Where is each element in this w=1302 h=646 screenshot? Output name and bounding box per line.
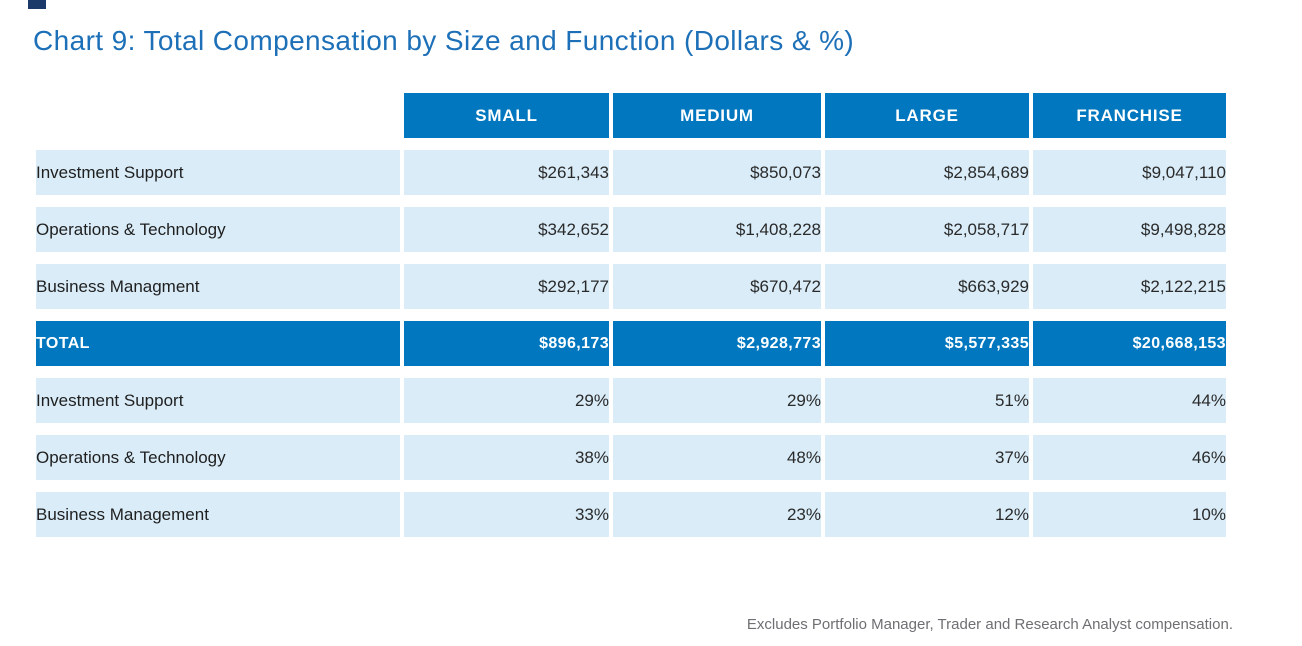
cell-value: 37% <box>825 435 1029 480</box>
table-row-dollars-business-management: Business Managment $292,177 $670,472 $66… <box>36 264 1226 309</box>
row-label: Business Management <box>36 492 400 537</box>
cell-value: $2,854,689 <box>825 150 1029 195</box>
cell-value: 29% <box>613 378 821 423</box>
cell-value: 29% <box>404 378 609 423</box>
row-label: Investment Support <box>36 150 400 195</box>
table-row-dollars-investment-support: Investment Support $261,343 $850,073 $2,… <box>36 150 1226 195</box>
cell-value: $663,929 <box>825 264 1029 309</box>
cell-value: $850,073 <box>613 150 821 195</box>
footnote-line-1: Excludes Portfolio Manager, Trader and R… <box>746 616 1233 633</box>
table-header-row: SMALL MEDIUM LARGE FRANCHISE <box>36 93 1226 138</box>
cell-value: $342,652 <box>404 207 609 252</box>
cell-value: $2,058,717 <box>825 207 1029 252</box>
row-label: Operations & Technology <box>36 207 400 252</box>
column-header-franchise: FRANCHISE <box>1033 93 1226 138</box>
column-header-medium: MEDIUM <box>613 93 821 138</box>
cell-value: $5,577,335 <box>825 321 1029 366</box>
row-label: TOTAL <box>36 321 400 366</box>
cell-value: $2,122,215 <box>1033 264 1226 309</box>
chart-title: Chart 9: Total Compensation by Size and … <box>33 25 855 56</box>
column-header-small: SMALL <box>404 93 609 138</box>
cell-value: $9,498,828 <box>1033 207 1226 252</box>
cell-value: 33% <box>404 492 609 537</box>
page-corner-mark <box>28 0 46 9</box>
column-header-large: LARGE <box>825 93 1029 138</box>
cell-value: $2,928,773 <box>613 321 821 366</box>
header-spacer-cell <box>36 93 400 138</box>
footnote: Excludes Portfolio Manager, Trader and R… <box>32 565 1233 646</box>
table-row-total: TOTAL $896,173 $2,928,773 $5,577,335 $20… <box>36 321 1226 366</box>
cell-value: $1,408,228 <box>613 207 821 252</box>
row-label: Operations & Technology <box>36 435 400 480</box>
cell-value: $9,047,110 <box>1033 150 1226 195</box>
cell-value: $670,472 <box>613 264 821 309</box>
cell-value: 12% <box>825 492 1029 537</box>
cell-value: 10% <box>1033 492 1226 537</box>
cell-value: $292,177 <box>404 264 609 309</box>
compensation-table: SMALL MEDIUM LARGE FRANCHISE Investment … <box>32 81 1230 549</box>
cell-value: 23% <box>613 492 821 537</box>
row-label: Investment Support <box>36 378 400 423</box>
cell-value: $20,668,153 <box>1033 321 1226 366</box>
cell-value: 44% <box>1033 378 1226 423</box>
cell-value: 51% <box>825 378 1029 423</box>
cell-value: 46% <box>1033 435 1226 480</box>
table-row-percent-business-management: Business Management 33% 23% 12% 10% <box>36 492 1226 537</box>
cell-value: $896,173 <box>404 321 609 366</box>
row-label: Business Managment <box>36 264 400 309</box>
cell-value: $261,343 <box>404 150 609 195</box>
table-row-dollars-operations-technology: Operations & Technology $342,652 $1,408,… <box>36 207 1226 252</box>
cell-value: 38% <box>404 435 609 480</box>
table-row-percent-operations-technology: Operations & Technology 38% 48% 37% 46% <box>36 435 1226 480</box>
cell-value: 48% <box>613 435 821 480</box>
table-row-percent-investment-support: Investment Support 29% 29% 51% 44% <box>36 378 1226 423</box>
